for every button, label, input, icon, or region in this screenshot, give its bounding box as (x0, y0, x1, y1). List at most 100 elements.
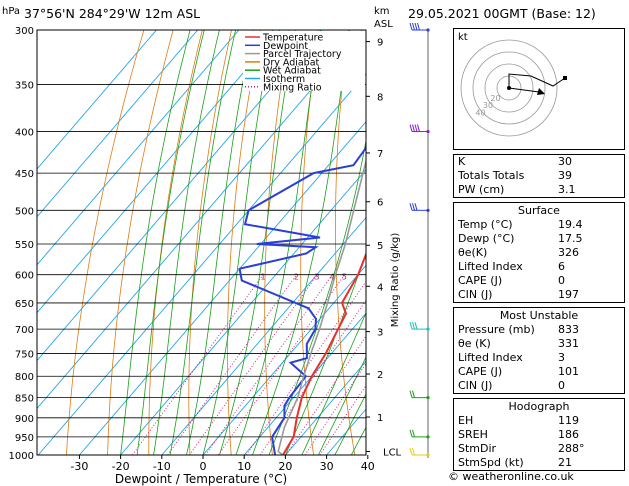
height-unit-km: km (374, 6, 390, 17)
most-unstable-table: Most Unstable Pressure (mb) 833 θe (K) 331… (453, 307, 625, 394)
surface-row: Lifted Index 6 (458, 260, 565, 273)
index-row-pw: PW (cm) 3.1 (458, 183, 576, 196)
pressure-tick-label: 950 (15, 433, 34, 444)
hodograph-ring (460, 39, 558, 137)
surface-row: Temp (°C) 19.4 (458, 218, 583, 231)
pressure-tick-label: 800 (15, 372, 34, 383)
wind-barb-flag (414, 22, 418, 31)
wind-barb-flag (409, 390, 413, 398)
wind-barb-flag (412, 429, 415, 438)
most-unstable-title: Most Unstable (499, 309, 579, 322)
hodograph-ring-label: 20 (490, 94, 500, 103)
mixing-ratio-label: 20 (421, 273, 431, 282)
index-row-k: K 30 (458, 155, 572, 168)
isotherm-line (37, 30, 157, 170)
wind-barb-dot (426, 28, 430, 32)
wind-barb-flag (409, 22, 413, 31)
x-axis-label: Dewpoint / Temperature (°C) (115, 472, 287, 486)
height-tick-label: 5 (377, 241, 383, 252)
storm-motion-arrow (508, 87, 540, 93)
wind-barb-flag (417, 124, 420, 132)
wind-barb-flag (409, 203, 413, 211)
wind-barb-dot (426, 129, 430, 134)
legend-background (243, 31, 365, 91)
surface-title: Surface (518, 204, 560, 217)
height-tick-label: 8 (377, 92, 383, 103)
series-line-temperature (282, 251, 366, 455)
most-unstable-row: CIN (J) 0 (458, 379, 565, 392)
isotherm-line (161, 216, 366, 455)
dry-adiabat-line (66, 30, 145, 455)
isotherm-line (37, 30, 281, 314)
hodograph-ring (472, 51, 546, 125)
hodograph-trace (508, 73, 566, 88)
mixing-ratio-label: 1 (261, 273, 266, 282)
hodograph-end-marker (563, 76, 567, 80)
plot-frame (36, 29, 367, 456)
isotherm-line (37, 30, 199, 218)
legend-label: Isotherm (263, 74, 305, 85)
wind-barb-flag (412, 124, 415, 132)
dry-adiabat-line (107, 30, 174, 455)
most-unstable-row: Pressure (mb) 833 (458, 323, 579, 336)
surface-row: θe(K) 326 (458, 246, 579, 259)
wet-adiabat-line (318, 356, 366, 455)
hodograph-title: Hodograph (508, 400, 570, 413)
hodograph-ring (484, 63, 534, 113)
wet-adiabat-line (334, 393, 366, 455)
height-tick-label: LCL (383, 447, 402, 458)
isotherm-line (202, 264, 366, 455)
x-tick-label: 40 (361, 460, 375, 473)
mixing-ratio-label: 10 (379, 273, 389, 282)
mixing-ratio-line (132, 274, 264, 455)
most-unstable-row: θe (K) 331 (458, 337, 579, 350)
height-unit-asl: ASL (374, 19, 393, 30)
wind-barb-flag (412, 203, 415, 211)
pressure-tick-label: 550 (15, 240, 34, 251)
wind-barb-flag (414, 203, 418, 211)
hodograph-row: SREH 186 (458, 428, 579, 441)
wind-barb-flag (412, 390, 415, 398)
isotherm-line (37, 30, 363, 410)
pressure-tick-label: 450 (15, 169, 34, 180)
legend-label: Dewpoint (263, 41, 308, 52)
x-tick-label: 0 (200, 460, 207, 473)
plot-background: 1 2 3 4 5 8 10 15 20 25 (37, 30, 437, 455)
wet-adiabat-line (136, 30, 205, 455)
height-tick-label: 6 (377, 198, 383, 209)
pressure-tick-label: 700 (15, 325, 34, 336)
isotherm-line (37, 30, 240, 266)
wind-barb-flag (409, 321, 413, 330)
wind-barb-flag (409, 429, 413, 438)
wet-adiabat-line (301, 311, 366, 455)
wind-barbs (409, 22, 430, 458)
legend-label: Temperature (262, 33, 323, 44)
wind-barb-flag (412, 447, 415, 456)
x-tick-label: -30 (70, 460, 88, 473)
mixing-ratio-label: 5 (342, 273, 347, 282)
x-tick-label: -20 (112, 460, 130, 473)
most-unstable-row: CAPE (J) 101 (458, 365, 579, 378)
mixing-ratio-label: 4 (330, 273, 335, 282)
datetime-header: 29.05.2021 00GMT (Base: 12) (408, 6, 596, 21)
wind-barb-flag (409, 124, 413, 132)
pressure-tick-label: 300 (15, 26, 34, 37)
stability-panel: K 30 Totals Totals 39 PW (cm) 3.1 Surface T… (453, 154, 625, 475)
most-unstable-row: Lifted Index 3 (458, 351, 565, 364)
copyright-footer[interactable]: © weatheronline.co.uk (448, 470, 574, 483)
pressure-tick-label: 1000 (9, 451, 34, 462)
mixing-ratio-label: 2 (294, 273, 299, 282)
storm-motion-arrowhead (537, 88, 545, 95)
dry-adiabat-line (402, 30, 437, 455)
mixing-ratio-axis-label: Mixing Ratio (g/kg) (390, 233, 401, 328)
wet-adiabat-line (153, 30, 220, 455)
wind-barb-dot (426, 208, 430, 212)
hodograph-origin (507, 86, 511, 90)
wind-barb-dot (426, 453, 430, 457)
pressure-tick-label: 500 (15, 206, 34, 217)
mixing-ratio-label: 3 (315, 273, 320, 282)
surface-row: CAPE (J) 0 (458, 274, 565, 287)
height-tick-label: 9 (377, 38, 383, 49)
height-tick-label: 7 (377, 149, 383, 160)
